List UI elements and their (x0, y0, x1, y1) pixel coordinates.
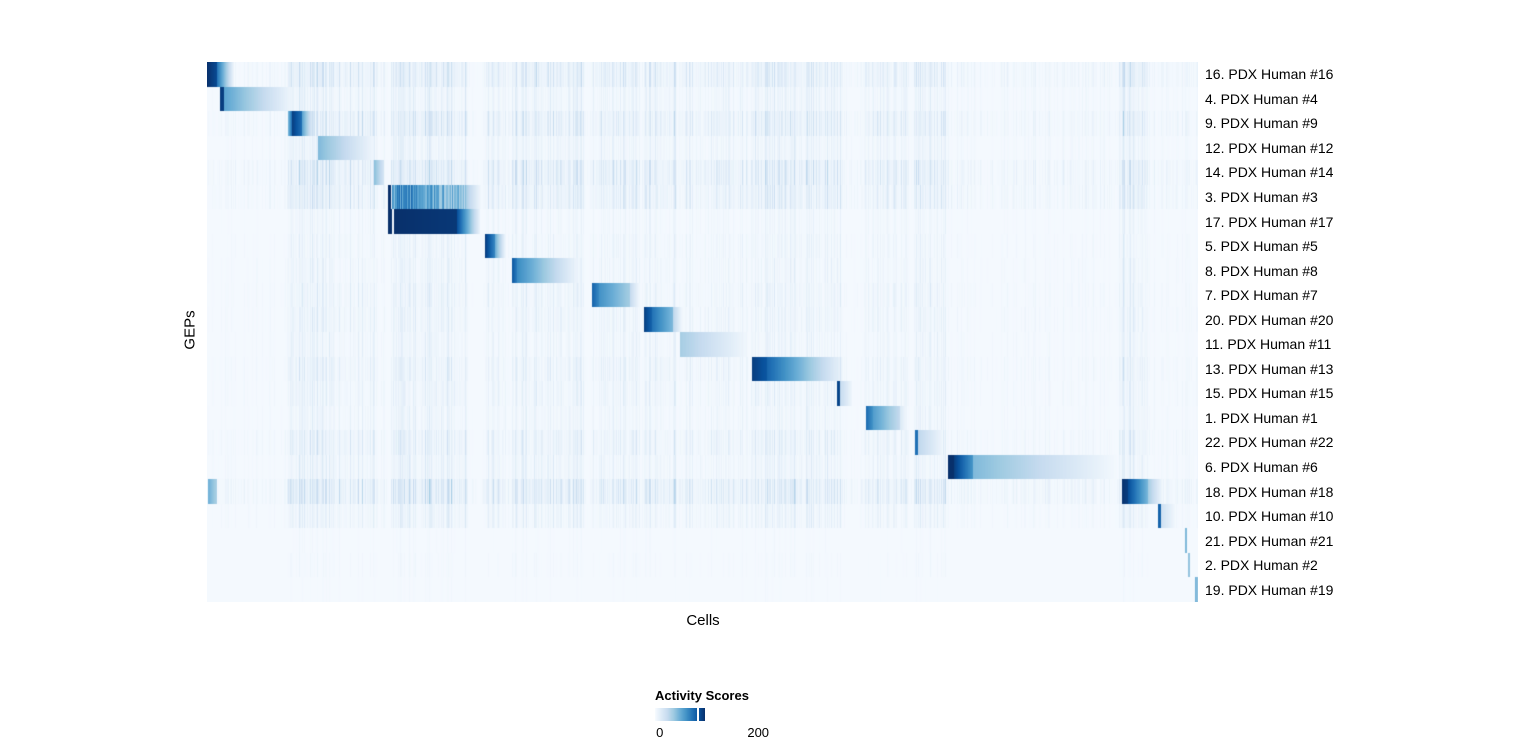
row-label: 17. PDX Human #17 (1205, 213, 1334, 230)
row-label: 9. PDX Human #9 (1205, 115, 1318, 132)
row-label: 16. PDX Human #16 (1205, 66, 1334, 83)
row-label: 3. PDX Human #3 (1205, 188, 1318, 205)
legend: Activity Scores 0 200 (655, 688, 775, 740)
legend-tick-label-0: 0 (656, 725, 664, 740)
row-label: 20. PDX Human #20 (1205, 311, 1334, 328)
legend-tick-mark (697, 708, 699, 721)
row-label: 14. PDX Human #14 (1205, 164, 1334, 181)
row-label: 13. PDX Human #13 (1205, 360, 1334, 377)
row-label: 11. PDX Human #11 (1205, 336, 1332, 353)
row-label: 2. PDX Human #2 (1205, 557, 1318, 574)
legend-title: Activity Scores (655, 688, 749, 703)
y-axis-label: GEPs (181, 310, 199, 350)
legend-tick-labels: 0 200 (655, 725, 775, 740)
row-label: 15. PDX Human #15 (1205, 385, 1334, 402)
row-label: 19. PDX Human #19 (1205, 581, 1334, 598)
row-label: 5. PDX Human #5 (1205, 238, 1318, 255)
heatmap-canvas (207, 62, 1198, 602)
row-label: 4. PDX Human #4 (1205, 90, 1318, 107)
legend-tick-label-200: 200 (747, 725, 770, 740)
x-axis-label: Cells (686, 612, 720, 629)
row-label: 1. PDX Human #1 (1205, 409, 1318, 426)
row-label: 21. PDX Human #21 (1205, 532, 1334, 549)
row-label: 12. PDX Human #12 (1205, 139, 1334, 156)
row-label: 7. PDX Human #7 (1205, 287, 1318, 304)
row-labels: 16. PDX Human #16 4. PDX Human #4 9. PDX H… (1205, 62, 1525, 602)
row-label: 8. PDX Human #8 (1205, 262, 1318, 279)
legend-gradient-bar (655, 708, 705, 721)
row-label: 6. PDX Human #6 (1205, 458, 1318, 475)
row-label: 18. PDX Human #18 (1205, 483, 1334, 500)
row-label: 10. PDX Human #10 (1205, 508, 1334, 525)
row-label: 22. PDX Human #22 (1205, 434, 1334, 451)
